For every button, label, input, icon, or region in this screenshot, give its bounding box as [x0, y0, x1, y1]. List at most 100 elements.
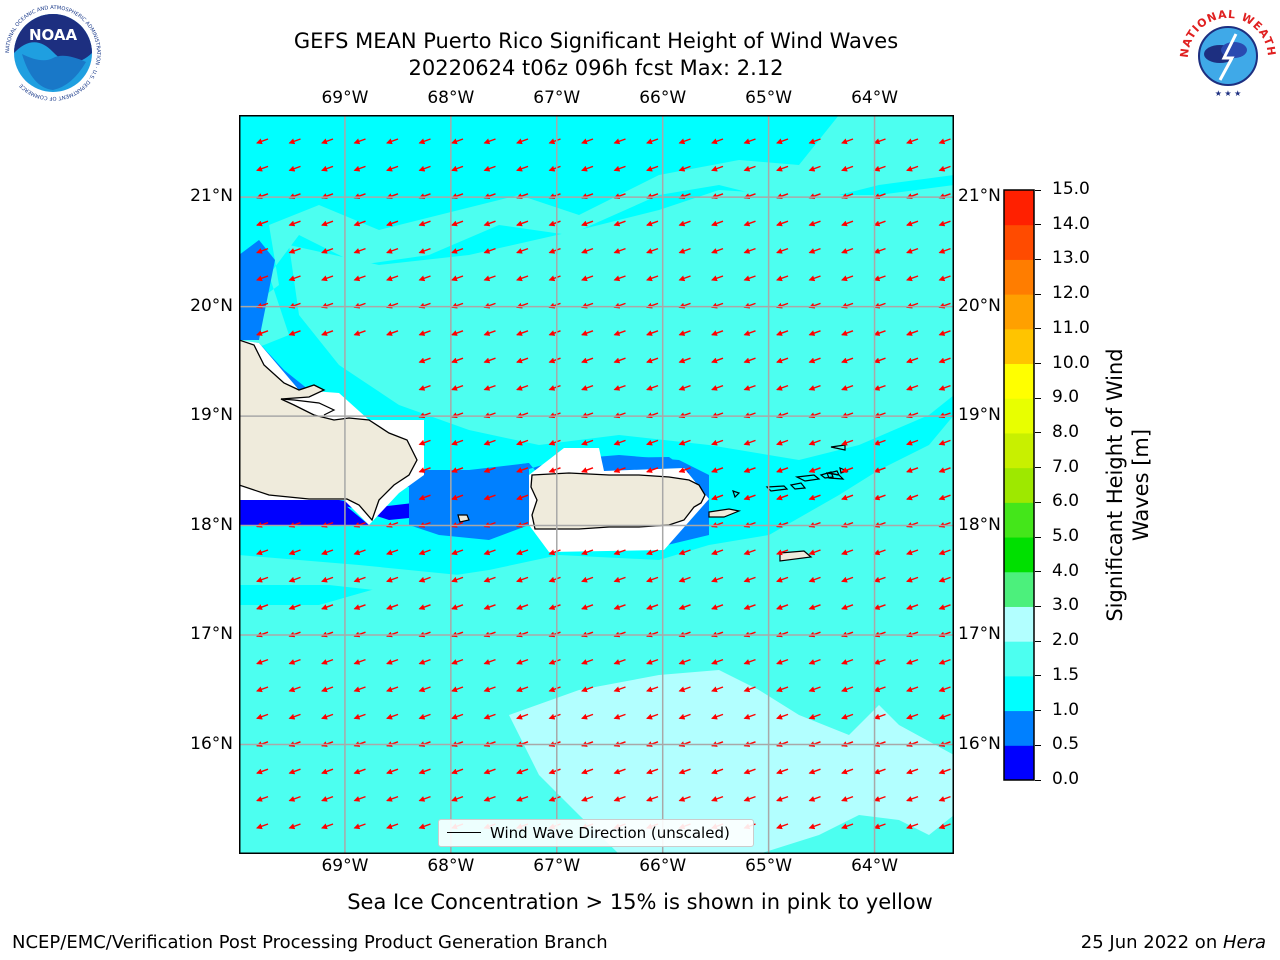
colorbar-band-14 [1004, 259, 1034, 295]
colorbar-tick-11: 9.0 [1052, 387, 1080, 408]
wave-vector-98 [581, 247, 594, 254]
wave-vector-28 [451, 165, 464, 172]
colorbar-tickmark-10 [1035, 432, 1041, 434]
colorbar-band-4 [1004, 606, 1034, 642]
land-st-thomas [765, 485, 789, 492]
colorbar-tickmark-14 [1035, 293, 1041, 295]
wave-vector-42 [906, 165, 919, 172]
wave-vector-88 [256, 247, 269, 254]
wave-vector-166 [646, 330, 659, 336]
footer-branch: NCEP/EMC/Verification Post Processing Pr… [12, 932, 608, 953]
wave-vector-22 [256, 165, 269, 172]
wave-vector-106 [841, 247, 854, 254]
wave-vector-0 [256, 138, 269, 145]
wave-vector-266 [743, 494, 756, 501]
wave-vector-397 [873, 658, 886, 665]
wave-vector-206 [841, 384, 854, 391]
wave-vector-512 [321, 823, 334, 830]
colorbar-band-6 [1004, 537, 1034, 573]
wave-vector-411 [613, 686, 626, 693]
wave-vector-503 [743, 795, 756, 802]
colorbar-tickmark-4 [1035, 640, 1041, 642]
lon-tick-top-3: 66°W [639, 88, 687, 108]
wave-vector-5 [418, 138, 431, 145]
land-st-john [789, 482, 807, 490]
wave-vector-513 [353, 823, 366, 830]
wave-vector-110 [256, 275, 269, 282]
wave-vector-492 [386, 795, 399, 802]
land-hispaniola [239, 339, 418, 522]
wave-vector-396 [841, 658, 854, 665]
wave-vector-511 [288, 823, 301, 830]
wave-vector-531 [938, 823, 951, 830]
wave-vector-270 [873, 494, 886, 501]
wave-vector-410 [581, 686, 594, 693]
lon-tick-bottom-3: 66°W [639, 856, 687, 876]
wave-vector-2 [321, 138, 334, 145]
colorbar-tickmark-8 [1035, 501, 1041, 503]
svg-text:★ ★ ★: ★ ★ ★ [1215, 89, 1242, 98]
lat-tick-left-3: 18°N [190, 514, 233, 535]
wave-vector-12 [646, 138, 659, 145]
wave-vector-421 [938, 686, 951, 693]
wave-vector-181 [581, 357, 594, 364]
map-frame [239, 115, 954, 854]
wave-vector-419 [873, 686, 886, 693]
wave-vector-480 [711, 768, 724, 775]
wave-vector-118 [516, 275, 529, 282]
wave-vector-180 [548, 357, 561, 364]
colorbar-band-12 [1004, 328, 1034, 365]
wave-vector-262 [451, 494, 464, 501]
wave-vector-130 [906, 275, 919, 282]
colorbar-tickmark-15 [1035, 258, 1041, 260]
wave-vector-115 [418, 275, 431, 282]
wave-vector-169 [743, 330, 756, 336]
wave-vector-17 [808, 138, 821, 145]
wave-vector-473 [483, 768, 496, 775]
wave-vector-401 [288, 686, 301, 693]
wave-vector-386 [516, 658, 529, 665]
wave-vector-197 [548, 384, 561, 391]
wave-vector-76 [581, 220, 594, 227]
wave-vector-350 [776, 604, 789, 610]
wave-vector-382 [386, 658, 399, 665]
wave-vector-342 [516, 604, 529, 610]
wave-vector-160 [451, 330, 464, 336]
wave-vector-295 [418, 549, 431, 556]
shallow-band-northwest [239, 240, 275, 340]
colorbar-tickmark-0 [1035, 779, 1041, 781]
wave-vector-352 [841, 604, 854, 610]
wave-vector-189 [841, 357, 854, 364]
colorbar-tick-1: 0.5 [1052, 734, 1080, 755]
lat-tick-left-1: 20°N [190, 295, 233, 316]
wave-vector-194 [451, 384, 464, 391]
wave-vector-195 [483, 384, 496, 391]
wave-vector-261 [418, 494, 431, 501]
wave-vector-438 [776, 713, 789, 720]
wave-vector-429 [483, 713, 496, 720]
wave-vector-441 [873, 713, 886, 720]
wave-vector-128 [841, 275, 854, 282]
wave-vector-89 [288, 247, 301, 254]
wave-vector-297 [483, 549, 496, 556]
colorbar-tickmark-6 [1035, 571, 1041, 573]
lon-tick-top-1: 68°W [427, 88, 475, 108]
wave-vector-258 [873, 467, 886, 473]
wave-vector-333 [938, 576, 951, 583]
wave-vector-339 [418, 604, 431, 610]
colorbar-band-16 [1004, 190, 1034, 226]
wave-vector-38 [776, 165, 789, 172]
wave-vector-476 [581, 768, 594, 775]
wave-vector-506 [841, 795, 854, 802]
wave-vector-486 [906, 768, 919, 775]
wave-vector-161 [483, 330, 496, 336]
wave-vector-436 [711, 713, 724, 720]
wave-vector-240 [841, 439, 854, 446]
colorbar-tick-17: 15.0 [1052, 179, 1090, 199]
wave-vector-74 [516, 220, 529, 227]
wave-vector-100 [646, 247, 659, 254]
wave-vector-499 [613, 795, 626, 802]
wave-vector-309 [873, 549, 886, 556]
wave-vector-172 [841, 330, 854, 336]
lon-tick-top-4: 65°W [745, 88, 793, 108]
